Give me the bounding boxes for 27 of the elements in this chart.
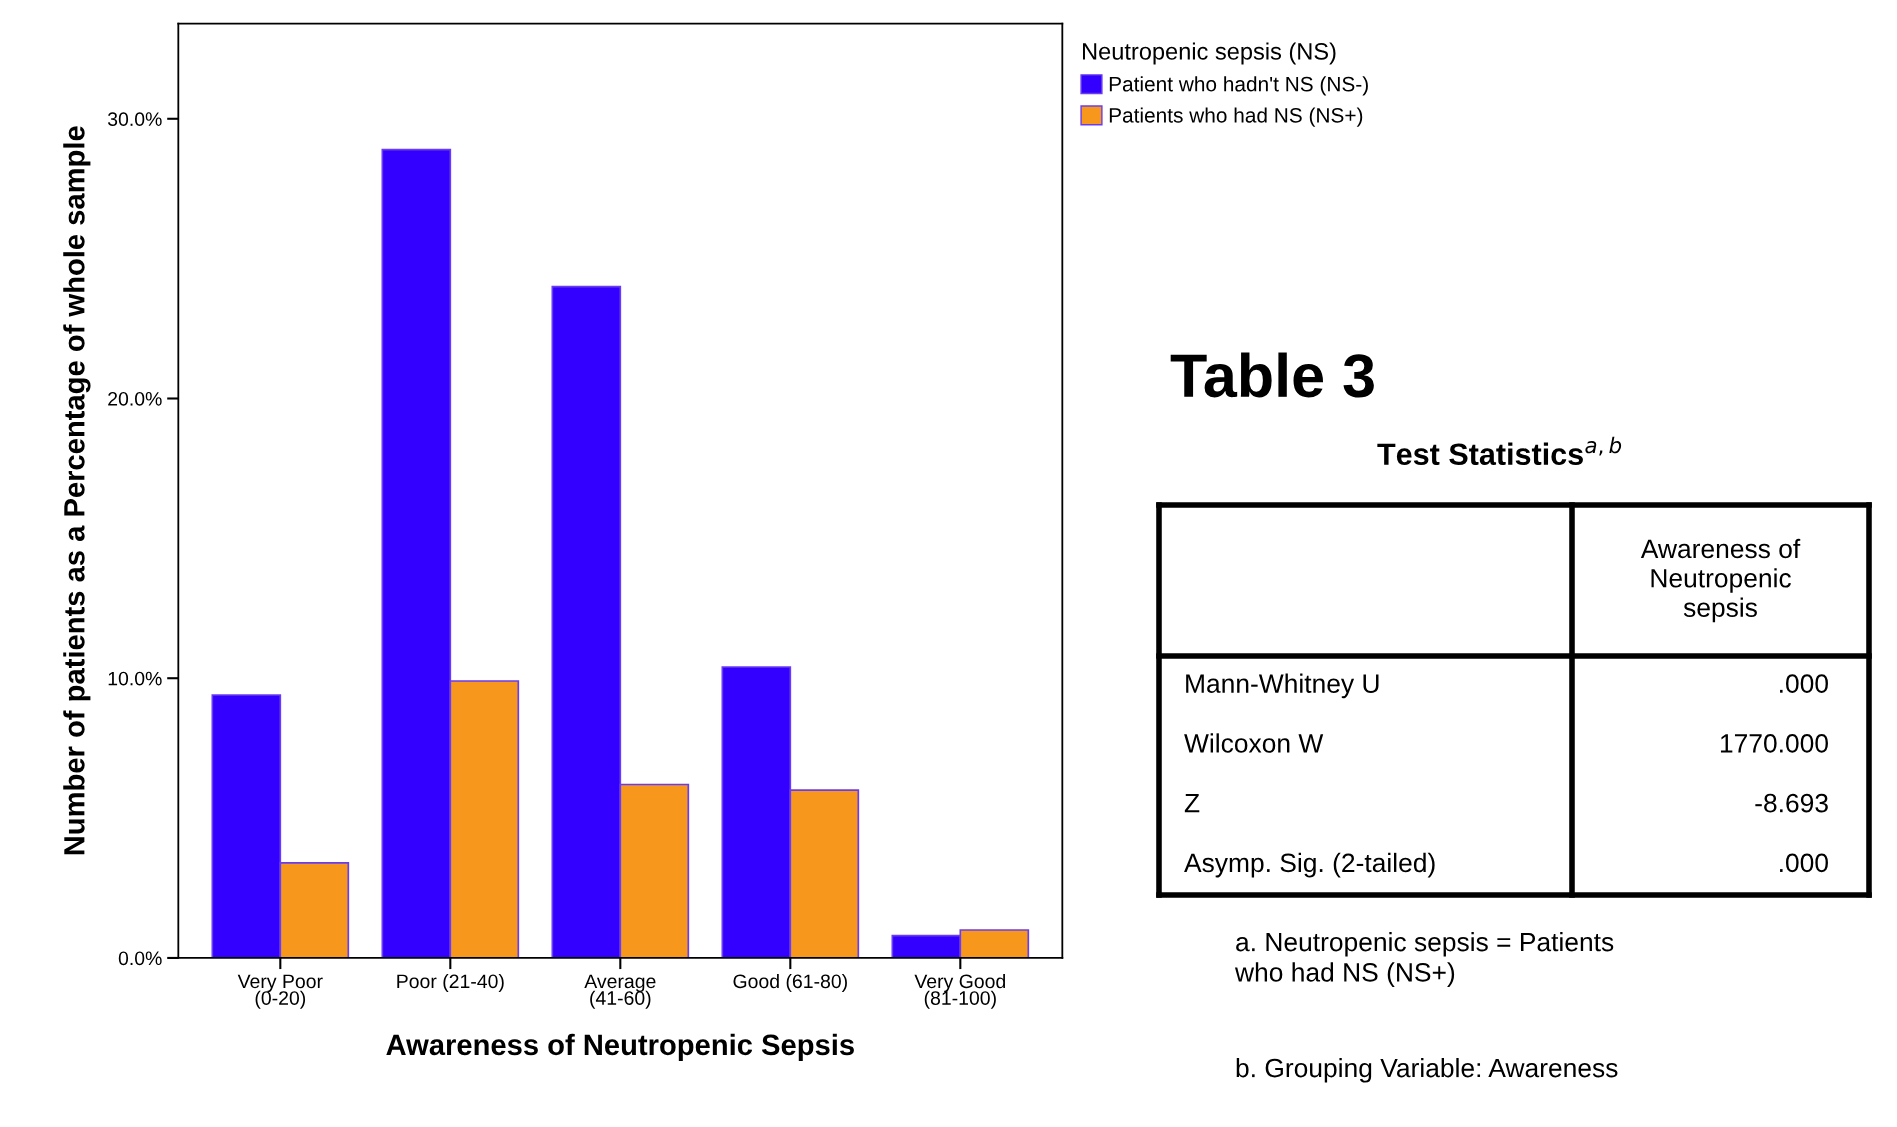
x-tick-label: Average (41-60) xyxy=(584,974,656,1009)
y-tick-label: 10.0% xyxy=(108,671,162,686)
y-tick-label: 30.0% xyxy=(107,112,162,127)
text: Test Statistics$^{a,b}$ xyxy=(1377,436,1622,466)
x-axis-title: Awareness of Neutropenic Sepsis xyxy=(386,1033,854,1061)
legend-label: Patients who had NS (NS+) xyxy=(1109,107,1363,127)
legend-title: Neutropenic sepsis (NS) xyxy=(1083,42,1336,65)
y-tick-label: 20.0% xyxy=(108,391,162,406)
legend-label: Patient who hadn't NS (NS-) xyxy=(1109,76,1368,96)
x-tick-label: Very Poor (0-20) xyxy=(237,974,323,1009)
text: -8.693 xyxy=(1755,793,1828,813)
x-tick-label: Poor (21-40) xyxy=(397,973,504,993)
x-tick-label: Very Good (81-100) xyxy=(914,973,1006,1009)
text: .000 xyxy=(1780,674,1828,693)
y-tick-label: 0.0% xyxy=(118,951,162,966)
category-label: Wilcoxon W xyxy=(1184,733,1324,753)
text: a. Neutropenic sepsis = Patients who had NS (NS+) xyxy=(1234,932,1614,987)
y-axis-title: Number of patients as a Percentage of whole sample xyxy=(63,126,91,855)
text: .000 xyxy=(1780,853,1828,873)
category-label: Z xyxy=(1184,794,1200,813)
x-tick-label: Good (61-80) xyxy=(733,973,847,993)
text: b. Grouping Variable: Awareness xyxy=(1236,1058,1618,1083)
text: Awareness of Neutropenic sepsis xyxy=(1640,538,1801,623)
text: Table 3 xyxy=(1170,352,1374,398)
category-label: Mann-Whitney U xyxy=(1186,673,1379,699)
text: 1770.000 xyxy=(1720,734,1828,753)
category-label: Asymp. Sig. (2-tailed) xyxy=(1184,852,1435,878)
